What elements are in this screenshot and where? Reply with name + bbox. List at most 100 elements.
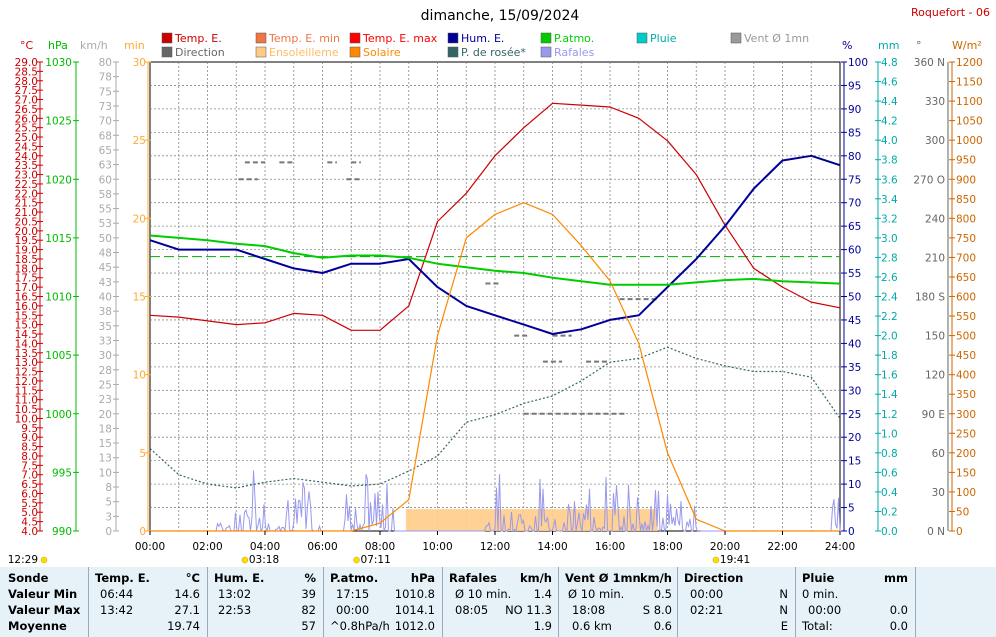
station-name: Roquefort - 06	[911, 6, 990, 19]
humidity-axis-tick-label: 50	[848, 292, 861, 304]
temp-axis-tick-label: 15.0	[15, 320, 38, 332]
temp-axis-tick-label: 13.0	[15, 357, 38, 369]
legend-swatch	[161, 46, 173, 58]
time-marker-label: 07:11	[361, 554, 391, 566]
temp-unit-label: °C	[20, 39, 34, 52]
direction-axis-tick-label: 90 E	[922, 409, 945, 421]
wind-axis-tick-label: 68	[99, 130, 112, 142]
temp-axis-tick-label: 21.0	[15, 207, 38, 219]
temp-axis-tick-label: 17.0	[15, 282, 38, 294]
temp-axis-tick-label: 27.5	[15, 85, 38, 97]
summary-header-hum: Hum. E.	[214, 571, 265, 585]
humidity-axis-tick-label: 70	[848, 198, 861, 210]
sun-marker	[353, 556, 360, 564]
solar-axis-tick-label: 700	[956, 252, 976, 264]
temp-axis-tick-label: 6.5	[21, 479, 38, 491]
solar-axis-tick-label: 600	[956, 292, 976, 304]
summary-cell: 18:08	[572, 603, 606, 617]
direction-axis-tick-label: 60	[932, 448, 945, 460]
legend-label: P. de rosée*	[461, 46, 526, 59]
solar-axis-tick-label: 550	[956, 311, 976, 323]
legend-swatch	[447, 46, 459, 58]
legend-swatch	[540, 32, 552, 44]
wind-axis-tick-label: 60	[99, 174, 112, 186]
summary-cell: 13:02	[218, 587, 252, 601]
series-line	[149, 154, 841, 335]
solar-axis-tick-label: 1050	[956, 116, 983, 128]
wind-axis-tick-label: 78	[99, 72, 112, 84]
wind-axis-tick-label: 65	[99, 145, 112, 157]
temp-axis-tick-label: 11.5	[15, 385, 38, 397]
humidity-axis-tick-label: 10	[848, 479, 861, 491]
temp-axis-tick-label: 27.0	[15, 95, 38, 107]
wind-axis-tick-label: 23	[99, 394, 112, 406]
summary-divider	[323, 567, 324, 637]
legend-label: Pluie	[650, 32, 677, 45]
temp-axis-tick-label: 10.0	[15, 413, 38, 425]
humidity-axis-tick-label: 45	[848, 315, 861, 327]
temp-axis-tick-label: 14.5	[15, 329, 38, 341]
humidity-axis-tick-label: 0	[848, 526, 855, 538]
temp-axis-tick-label: 12.5	[15, 367, 38, 379]
solar-axis-tick-label: 900	[956, 174, 976, 186]
temp-axis-tick-label: 16.0	[15, 301, 38, 313]
pressure-axis-tick-label: 1010	[45, 292, 72, 304]
wind-axis-tick-label: 28	[99, 365, 112, 377]
wind-axis-tick-label: 80	[99, 57, 112, 69]
solar-unit-label: W/m²	[952, 39, 982, 52]
solar-axis-tick-label: 0	[956, 526, 963, 538]
legend-label: Solaire	[363, 46, 401, 59]
rain-axis-tick-label: 3.2	[881, 213, 898, 225]
temp-axis-tick-label: 5.0	[21, 507, 38, 519]
summary-cell: 22:53	[218, 603, 252, 617]
summary-cell: 1010.8	[394, 587, 435, 601]
summary-header-patmo-unit: hPa	[410, 571, 435, 585]
temp-axis-tick-label: 5.5	[21, 498, 38, 510]
solar-axis-tick-label: 750	[956, 233, 976, 245]
summary-row-label: Valeur Min	[8, 587, 78, 601]
pressure-axis-tick-label: 990	[52, 526, 72, 538]
wind-axis-tick-label: 70	[99, 116, 112, 128]
wind-axis-tick-label: 63	[99, 160, 112, 172]
summary-cell: 17:15	[336, 587, 370, 601]
rain-axis-tick-label: 1.2	[881, 409, 898, 421]
series-line	[149, 346, 841, 489]
x-tick-label: 08:00	[365, 541, 395, 553]
legend-label: Vent Ø 1mn	[744, 32, 809, 45]
wind-axis-tick-label: 5	[105, 497, 112, 509]
summary-divider	[915, 567, 916, 637]
wind-unit-label: km/h	[80, 39, 108, 52]
humidity-axis-tick-label: 60	[848, 245, 861, 257]
solar-axis-tick-label: 150	[956, 467, 976, 479]
legend-swatch	[636, 32, 648, 44]
summary-header-temp: Temp. E.	[95, 571, 150, 585]
rain-axis-tick-label: 0.0	[881, 526, 898, 538]
temp-axis-tick-label: 11.0	[15, 395, 38, 407]
humidity-axis-tick-label: 40	[848, 338, 861, 350]
humidity-axis-tick-label: 15	[848, 456, 861, 468]
summary-divider	[677, 567, 678, 637]
rain-unit-label: mm	[878, 39, 899, 52]
summary-cell: 1.4	[533, 587, 552, 601]
temp-axis-tick-label: 6.0	[21, 488, 38, 500]
legend-label: Hum. E.	[461, 32, 504, 45]
summary-cell: 1012.0	[394, 619, 435, 633]
legend-label: Direction	[175, 46, 225, 59]
wind-axis-tick-label: 75	[99, 86, 112, 98]
sun-axis-tick-label: 15	[133, 292, 146, 304]
temp-axis-tick-label: 8.0	[21, 451, 38, 463]
legend: Temp. E. Temp. E. min Temp. E. max Hum. E. P…	[161, 32, 809, 59]
x-tick-label: 12:00	[480, 541, 510, 553]
summary-panel	[0, 567, 996, 637]
rain-axis-tick-label: 3.4	[881, 194, 898, 206]
wind-axis-tick-label: 53	[99, 218, 112, 230]
summary-cell: 00:00	[808, 603, 842, 617]
rain-axis-tick-label: 2.8	[881, 252, 898, 264]
humidity-unit-label: %	[842, 39, 852, 52]
solar-axis-tick-label: 950	[956, 155, 976, 167]
summary-cell: S 8.0	[642, 603, 672, 617]
temp-axis-tick-label: 26.0	[15, 113, 38, 125]
solar-axis-tick-label: 100	[956, 487, 976, 499]
wind-axis-tick-label: 8	[105, 482, 112, 494]
humidity-axis-tick-label: 75	[848, 174, 861, 186]
